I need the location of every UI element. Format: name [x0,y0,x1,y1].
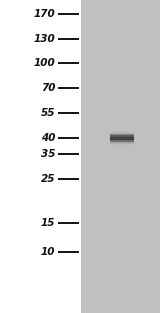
Bar [81,0,160,313]
Text: 100: 100 [33,58,55,68]
Text: 35: 35 [41,149,55,159]
Text: 130: 130 [33,34,55,44]
Text: 25: 25 [41,174,55,184]
Text: 15: 15 [41,218,55,228]
Text: 10: 10 [41,247,55,257]
Text: 40: 40 [41,133,55,143]
Text: 70: 70 [41,83,55,93]
Text: 170: 170 [33,9,55,19]
Text: 55: 55 [41,108,55,118]
